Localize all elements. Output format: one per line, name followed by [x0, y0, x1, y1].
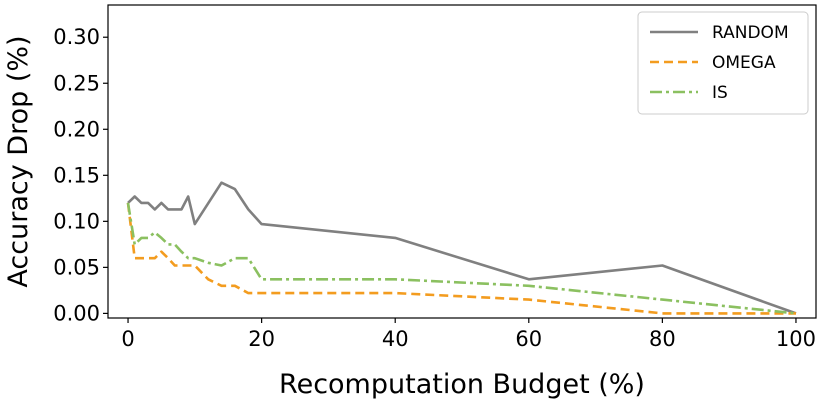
legend-label-omega: OMEGA [712, 53, 776, 73]
series-line-omega [126, 202, 796, 315]
y-tick-label: 0.10 [53, 209, 100, 233]
x-tick-label: 40 [382, 327, 409, 351]
plot-frame [107, 4, 817, 319]
x-tick-label: 0 [121, 327, 134, 351]
x-tick-label: 80 [649, 327, 676, 351]
y-tick-label: 0.15 [53, 163, 100, 187]
series-line-is [126, 202, 797, 315]
legend: RANDOM OMEGA IS [637, 11, 809, 115]
x-axis-label: Recomputation Budget (%) [279, 369, 645, 400]
y-tick-label: 0.30 [53, 25, 100, 49]
y-tick-label: 0.20 [53, 117, 100, 141]
series-line-random [127, 181, 797, 315]
x-axis: 0 20 40 60 80 100 [121, 318, 816, 351]
y-tick-label: 0.00 [53, 301, 100, 325]
legend-box [637, 11, 809, 115]
x-tick-label: 20 [248, 327, 275, 351]
y-axis: 0.00 0.05 0.10 0.15 0.20 0.25 0.30 [53, 25, 108, 325]
y-tick-label: 0.25 [53, 71, 100, 95]
x-tick-label: 100 [776, 327, 816, 351]
x-tick-label: 60 [515, 327, 542, 351]
legend-label-random: RANDOM [712, 23, 789, 43]
series-layer [126, 181, 797, 315]
y-axis-label: Accuracy Drop (%) [3, 35, 34, 287]
y-tick-label: 0.05 [53, 255, 100, 279]
legend-label-is: IS [712, 83, 728, 103]
